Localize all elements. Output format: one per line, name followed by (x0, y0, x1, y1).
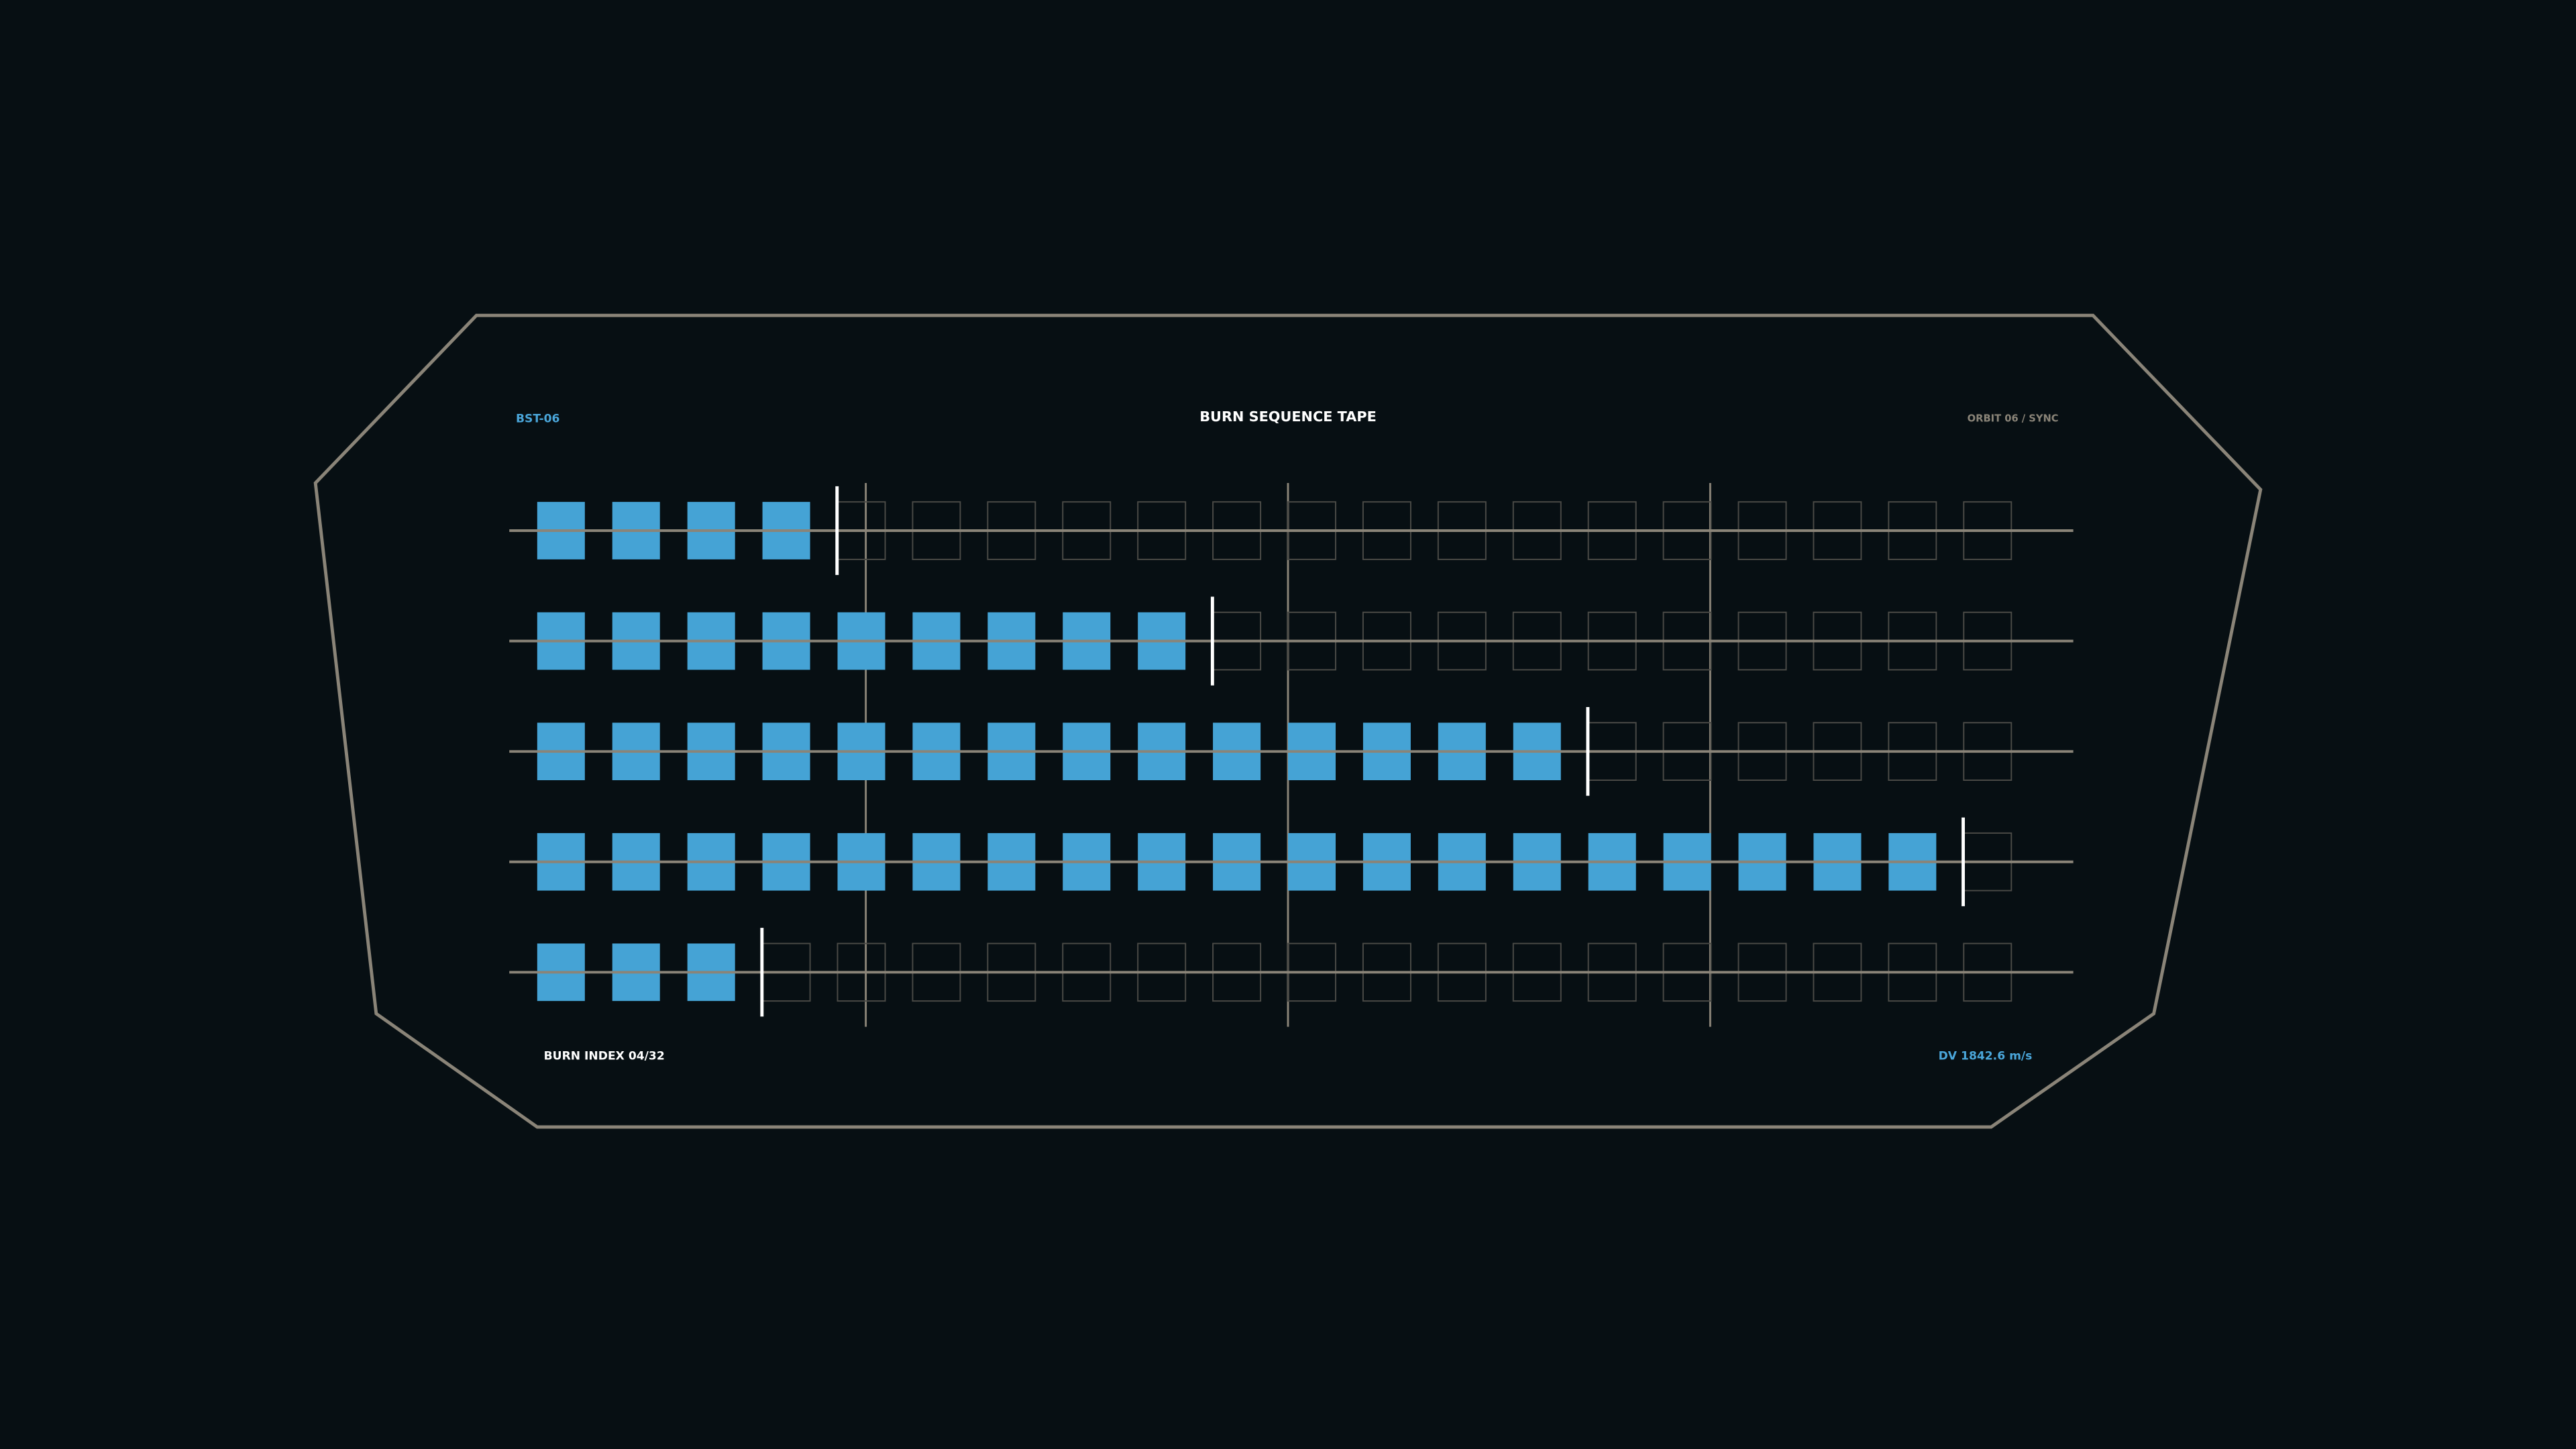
panel-frame (313, 313, 2263, 1129)
panel-id: BST-06 (516, 412, 559, 425)
tape (509, 483, 2074, 1027)
burn-index: BURN INDEX 04/32 (544, 1050, 665, 1063)
orbit-status: ORBIT 06 / SYNC (1968, 413, 2059, 424)
delta-v: DV 1842.6 m/s (1939, 1050, 2033, 1063)
panel-title: BURN SEQUENCE TAPE (1199, 409, 1377, 425)
